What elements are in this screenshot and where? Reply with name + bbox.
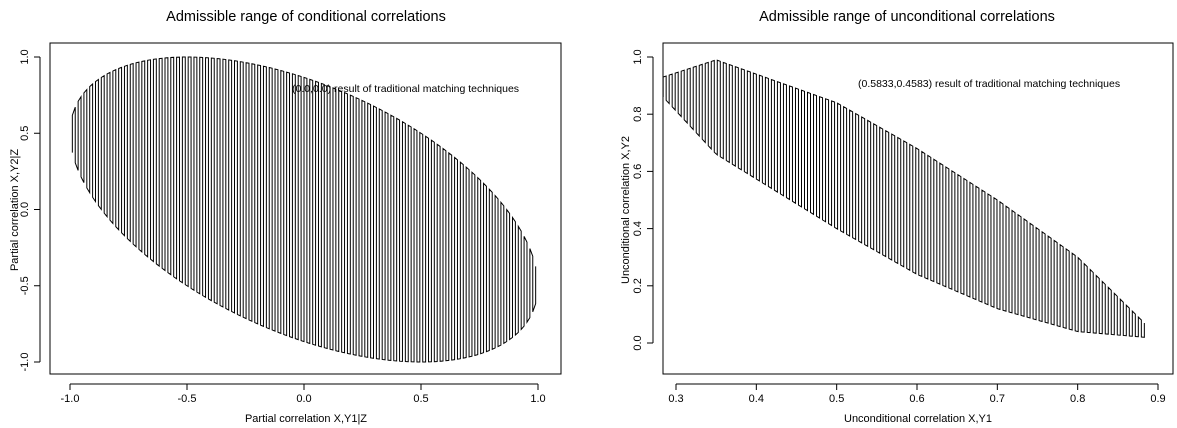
y-tick-label: 0.0: [19, 202, 31, 217]
y-tick-label: 0.6: [632, 164, 644, 179]
y-tick-label: 0.2: [632, 278, 644, 293]
x-axis-label-conditional: Partial correlation X,Y1|Z: [245, 413, 367, 425]
plot-frame-conditional: [49, 42, 562, 375]
y-tick-label: 0.4: [632, 221, 644, 236]
x-tick-label: 0.6: [909, 393, 924, 405]
chart-title-unconditional: Admissible range of unconditional correl…: [759, 9, 1055, 25]
y-tick-label: -0.5: [19, 276, 31, 295]
y-tick-label: 1.0: [19, 49, 31, 64]
x-tick-label: 0.5: [413, 393, 428, 405]
x-tick-label: 0.4: [749, 393, 764, 405]
y-tick-label: 0.5: [19, 126, 31, 141]
x-axis-conditional: -1.0 -0.5 0.0 0.5 1.0: [61, 383, 546, 405]
x-tick-label: -1.0: [61, 393, 80, 405]
y-tick-label: 0.8: [632, 107, 644, 122]
chart-conditional: Admissible range of conditional correlat…: [9, 9, 562, 425]
x-tick-label: 1.0: [530, 393, 545, 405]
y-axis-unconditional: 0.0 0.2 0.4 0.6 0.8 1.0: [632, 49, 654, 351]
y-tick-label: 1.0: [632, 49, 644, 64]
y-tick-label: 0.0: [632, 335, 644, 350]
x-tick-label: 0.9: [1150, 393, 1165, 405]
annotation-unconditional: (0.5833,0.4583) result of traditional ma…: [858, 78, 1120, 90]
admissible-region-unconditional: [662, 59, 1145, 338]
series-line: [662, 59, 1145, 338]
admissible-region-conditional: [71, 56, 537, 363]
x-tick-label: 0.0: [296, 393, 311, 405]
chart-title-conditional: Admissible range of conditional correlat…: [166, 9, 446, 25]
y-tick-label: -1.0: [19, 353, 31, 372]
x-tick-label: 0.7: [990, 393, 1005, 405]
x-tick-label: 0.5: [829, 393, 844, 405]
x-tick-label: -0.5: [178, 393, 197, 405]
x-axis-unconditional: 0.3 0.4 0.5 0.6 0.7 0.8 0.9: [668, 383, 1166, 405]
chart-unconditional: Admissible range of unconditional correl…: [620, 9, 1174, 425]
y-axis-conditional: -1.0 -0.5 0.0 0.5 1.0: [19, 49, 41, 372]
x-tick-label: 0.8: [1070, 393, 1085, 405]
plot-frame-unconditional: [662, 42, 1174, 375]
x-tick-label: 0.3: [668, 393, 683, 405]
x-axis-label-unconditional: Unconditional correlation X,Y1: [844, 413, 992, 425]
y-axis-label-conditional: Partial correlation X,Y2|Z: [9, 149, 21, 271]
annotation-conditional: (0.0,0.0) result of traditional matching…: [292, 83, 519, 95]
y-axis-label-unconditional: Unconditional correlation X,Y2: [620, 136, 632, 284]
series-line: [71, 56, 537, 363]
